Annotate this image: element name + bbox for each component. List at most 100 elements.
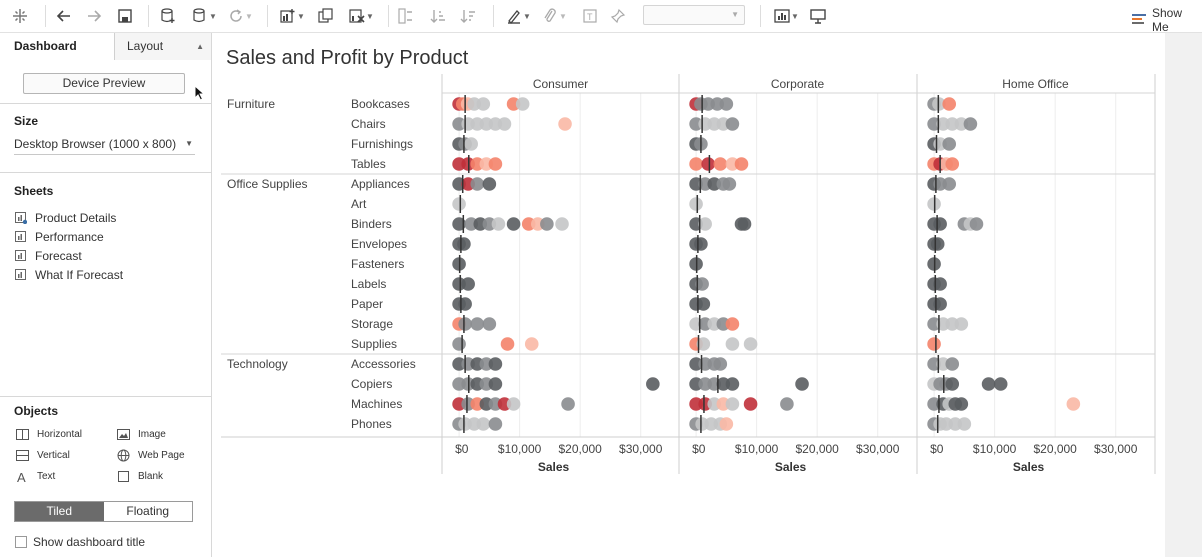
sort-ascending-button[interactable] bbox=[430, 4, 446, 28]
object-vertical[interactable]: Vertical bbox=[16, 447, 70, 463]
sheet-item[interactable]: Product Details bbox=[15, 210, 116, 226]
data-point bbox=[713, 157, 728, 171]
data-point bbox=[695, 277, 709, 291]
highlight-button[interactable]: ▼ bbox=[506, 4, 531, 28]
data-point bbox=[933, 217, 947, 231]
group-button[interactable]: ▼ bbox=[542, 4, 567, 28]
x-tick-label: $30,000 bbox=[1094, 442, 1138, 456]
data-point bbox=[464, 137, 478, 151]
subcategory-label: Supplies bbox=[351, 337, 397, 351]
refresh-button[interactable]: ▼ bbox=[228, 4, 253, 28]
sort-descending-button[interactable] bbox=[460, 4, 476, 28]
mouse-cursor-icon bbox=[194, 85, 206, 101]
data-point bbox=[488, 357, 503, 371]
show-me-label: Show Me bbox=[1152, 6, 1183, 34]
x-tick-label: $10,000 bbox=[973, 442, 1017, 456]
duplicate-sheet-button[interactable] bbox=[318, 4, 334, 28]
subcategory-label: Tables bbox=[351, 157, 386, 171]
tiled-floating-toggle: Tiled Floating bbox=[14, 501, 193, 522]
show-title-label: Show dashboard title bbox=[33, 535, 146, 549]
data-point bbox=[719, 97, 734, 111]
chevron-down-icon: ▼ bbox=[523, 11, 531, 21]
sheet-item[interactable]: Forecast bbox=[15, 248, 82, 264]
group-icon bbox=[544, 8, 556, 22]
show-me-button[interactable]: Show Me bbox=[1132, 6, 1202, 34]
pause-updates-button[interactable]: ▼ bbox=[192, 4, 217, 28]
toolbar-separator bbox=[45, 5, 46, 27]
tab-dashboard[interactable]: Dashboard bbox=[0, 33, 114, 60]
object-text[interactable]: A Text bbox=[16, 468, 55, 484]
tableau-logo-icon bbox=[13, 9, 27, 23]
data-point bbox=[954, 317, 969, 331]
save-icon bbox=[118, 9, 132, 23]
presentation-button[interactable] bbox=[810, 4, 826, 28]
data-point bbox=[524, 337, 539, 351]
fit-button[interactable]: ▼ bbox=[774, 4, 799, 28]
x-tick-label: $0 bbox=[455, 442, 469, 456]
data-point bbox=[515, 97, 530, 111]
subcategory-label: Paper bbox=[351, 297, 383, 311]
up-down-arrow-icon: ▲ bbox=[196, 42, 204, 51]
subcategory-label: Labels bbox=[351, 277, 386, 291]
tableau-logo-button[interactable] bbox=[12, 4, 28, 28]
floating-button[interactable]: Floating bbox=[103, 502, 192, 521]
object-horizontal[interactable]: Horizontal bbox=[16, 426, 82, 442]
data-point bbox=[540, 217, 554, 231]
object-label: Vertical bbox=[37, 449, 70, 461]
device-preview-button[interactable]: Device Preview bbox=[23, 73, 185, 94]
sheet-item[interactable]: Performance bbox=[15, 229, 104, 245]
chevron-down-icon: ▼ bbox=[559, 11, 567, 21]
data-point bbox=[500, 337, 515, 351]
new-worksheet-button[interactable]: ▼ bbox=[280, 4, 305, 28]
label-button[interactable]: T bbox=[582, 4, 598, 28]
save-button[interactable] bbox=[117, 4, 133, 28]
data-point bbox=[795, 377, 809, 391]
object-blank[interactable]: Blank bbox=[117, 468, 163, 484]
undo-icon bbox=[56, 10, 70, 22]
show-title-checkbox[interactable]: Show dashboard title bbox=[15, 535, 145, 549]
subcategory-label: Envelopes bbox=[351, 237, 407, 251]
new-datasource-button[interactable] bbox=[160, 4, 176, 28]
toolbar-separator bbox=[148, 5, 149, 27]
tab-dashboard-label: Dashboard bbox=[14, 39, 77, 53]
swap-button[interactable] bbox=[398, 4, 414, 28]
subcategory-label: Accessories bbox=[351, 357, 416, 371]
new-worksheet-icon bbox=[280, 9, 295, 23]
object-label: Blank bbox=[138, 470, 164, 482]
data-point bbox=[1066, 397, 1081, 411]
category-label: Office Supplies bbox=[227, 177, 308, 191]
chevron-down-icon: ▼ bbox=[366, 11, 374, 21]
clear-sheet-button[interactable]: ▼ bbox=[349, 4, 374, 28]
category-label: Technology bbox=[227, 357, 288, 371]
chevron-down-icon: ▼ bbox=[731, 10, 739, 19]
size-dropdown[interactable]: Desktop Browser (1000 x 800) ▼ bbox=[14, 135, 195, 155]
chevron-down-icon: ▼ bbox=[297, 11, 305, 21]
tab-layout[interactable]: Layout ▲ bbox=[114, 33, 211, 60]
pin-button[interactable] bbox=[610, 4, 626, 28]
subcategory-label: Appliances bbox=[351, 177, 410, 191]
sheet-item[interactable]: What If Forecast bbox=[15, 267, 123, 283]
x-tick-label: $30,000 bbox=[856, 442, 900, 456]
object-image[interactable]: Image bbox=[117, 426, 166, 442]
segment-header: Home Office bbox=[1002, 77, 1069, 91]
toolbar-fit-dropdown[interactable]: ▼ bbox=[643, 5, 745, 25]
duplicate-sheet-icon bbox=[318, 8, 333, 23]
dashboard-canvas bbox=[213, 33, 1165, 557]
redo-icon bbox=[88, 10, 102, 22]
show-me-icon bbox=[1132, 14, 1146, 24]
data-point bbox=[452, 197, 466, 211]
tiled-button[interactable]: Tiled bbox=[15, 502, 104, 521]
redo-button[interactable] bbox=[86, 4, 102, 28]
data-point bbox=[734, 157, 749, 171]
object-web-page[interactable]: Web Page bbox=[117, 447, 185, 463]
x-tick-label: $20,000 bbox=[795, 442, 839, 456]
toolbar-separator bbox=[388, 5, 389, 27]
data-point bbox=[942, 137, 957, 151]
data-point bbox=[945, 357, 960, 371]
data-point bbox=[698, 217, 712, 231]
sheet-icon bbox=[15, 269, 26, 280]
data-point bbox=[452, 217, 466, 231]
undo-button[interactable] bbox=[56, 4, 72, 28]
data-point bbox=[457, 237, 471, 251]
data-point bbox=[945, 157, 960, 171]
